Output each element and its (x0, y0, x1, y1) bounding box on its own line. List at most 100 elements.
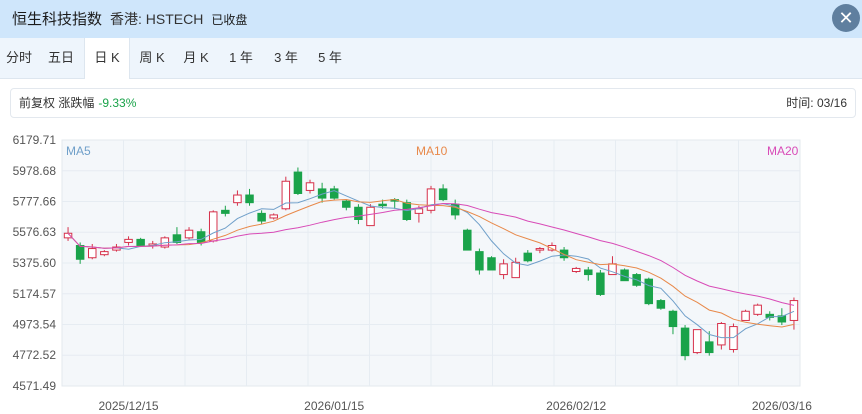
candle-body (75, 245, 85, 260)
candle-body (305, 182, 315, 191)
candle (705, 331, 714, 356)
y-tick-label: 4772.52 (13, 348, 57, 362)
time-label: 时间: (786, 96, 814, 110)
candle (354, 204, 363, 225)
candle-body (463, 229, 472, 251)
candle-body (547, 245, 557, 251)
candle-body (366, 206, 375, 227)
candle-body (438, 188, 448, 201)
x-tick-label: 2025/12/15 (99, 399, 159, 413)
tab-five-day[interactable]: 五日 (47, 50, 74, 65)
candle-body (208, 211, 218, 242)
ma20-line (67, 202, 795, 306)
candle-body (668, 310, 678, 328)
candle (124, 236, 133, 246)
time-value: 03/16 (816, 96, 847, 110)
tab-weekly-k[interactable]: 周 K (139, 50, 165, 65)
candle (487, 256, 496, 271)
tab-daily-k[interactable]: 日 K (84, 38, 130, 79)
tab-intraday[interactable]: 分时 (5, 50, 32, 65)
tab-five-year[interactable]: 5 年 (318, 50, 342, 65)
candle-body (172, 234, 182, 243)
time-info: 时间: 03/16 (786, 89, 847, 117)
candle (172, 227, 182, 244)
candle-body (124, 238, 133, 243)
candle-body (329, 188, 339, 199)
candle (269, 213, 278, 220)
title-bar: 恒生科技指数 香港: HSTECH 已收盘 ✕ (0, 0, 862, 38)
change-value: -9.33% (98, 96, 137, 110)
candle-body (692, 329, 702, 354)
candle (571, 266, 581, 274)
candle-body (523, 252, 533, 262)
candle-body (753, 304, 762, 315)
candle-body (414, 208, 424, 214)
candle-body (596, 272, 605, 295)
candle-body (789, 300, 799, 321)
candle (499, 259, 508, 280)
candle (511, 257, 520, 279)
tab-monthly-k[interactable]: 月 K (183, 50, 209, 65)
y-tick-label: 5375.60 (13, 256, 57, 270)
candle (245, 188, 254, 206)
y-tick-label: 5576.63 (13, 225, 57, 239)
candle (426, 185, 436, 214)
candle-body (196, 231, 206, 243)
candle-body (656, 300, 666, 309)
ma5-label: MA5 (66, 144, 91, 158)
ma5-line (67, 190, 795, 339)
x-axis: 2025/12/15 2026/01/15 2026/02/12 2026/03/16 (99, 399, 813, 413)
candle-body (499, 263, 508, 276)
candle-body (705, 341, 714, 354)
candle-body (100, 251, 109, 256)
y-tick-label: 5978.68 (13, 164, 57, 178)
y-axis: 6179.71 5978.68 5777.66 5576.63 5375.60 5174.… (13, 133, 57, 393)
y-tick-label: 5777.66 (13, 194, 57, 208)
adjust-mode: 前复权 (19, 96, 56, 110)
candle-body (571, 267, 581, 273)
candle (208, 210, 218, 243)
y-tick-label: 6179.71 (13, 133, 57, 147)
candle-body (87, 248, 97, 259)
candle (184, 227, 194, 240)
x-tick-label: 2026/03/16 (752, 399, 812, 413)
candle (342, 199, 351, 211)
close-icon: ✕ (838, 8, 854, 28)
candle (281, 176, 291, 211)
ma20-label: MA20 (767, 144, 799, 158)
candle-body (233, 194, 242, 204)
candle (584, 266, 593, 281)
candle (136, 237, 145, 248)
close-button[interactable]: ✕ (832, 4, 860, 32)
candle-body (269, 214, 278, 219)
candle (523, 250, 533, 263)
candle (547, 242, 557, 252)
candle (221, 205, 230, 217)
candle (668, 309, 678, 335)
candle-body (511, 261, 520, 279)
candle (438, 184, 448, 202)
candle-body (354, 206, 363, 220)
candle-body (777, 315, 787, 323)
candle (535, 247, 545, 254)
candle (680, 325, 690, 361)
candle-body (221, 209, 230, 214)
candle-body (257, 212, 266, 222)
candle-body (741, 310, 750, 321)
x-tick-label: 2026/01/15 (304, 399, 364, 413)
period-tabs: 分时 五日 日 K 周 K 月 K 1 年 3 年 5 年 (0, 38, 862, 79)
candle (233, 190, 242, 206)
candle-body (680, 327, 690, 357)
candle-body (717, 323, 726, 346)
candle-body (644, 278, 654, 305)
candle-body (293, 171, 303, 194)
candle (644, 277, 654, 306)
change-info: 前复权 涨跌幅 -9.33% (19, 89, 136, 117)
candle (741, 309, 750, 321)
index-code: 香港: HSTECH (110, 11, 204, 27)
candle (717, 321, 726, 350)
candle (293, 167, 303, 196)
tab-one-year[interactable]: 1 年 (229, 50, 253, 65)
candle-body (281, 180, 291, 210)
tab-three-year[interactable]: 3 年 (274, 50, 298, 65)
